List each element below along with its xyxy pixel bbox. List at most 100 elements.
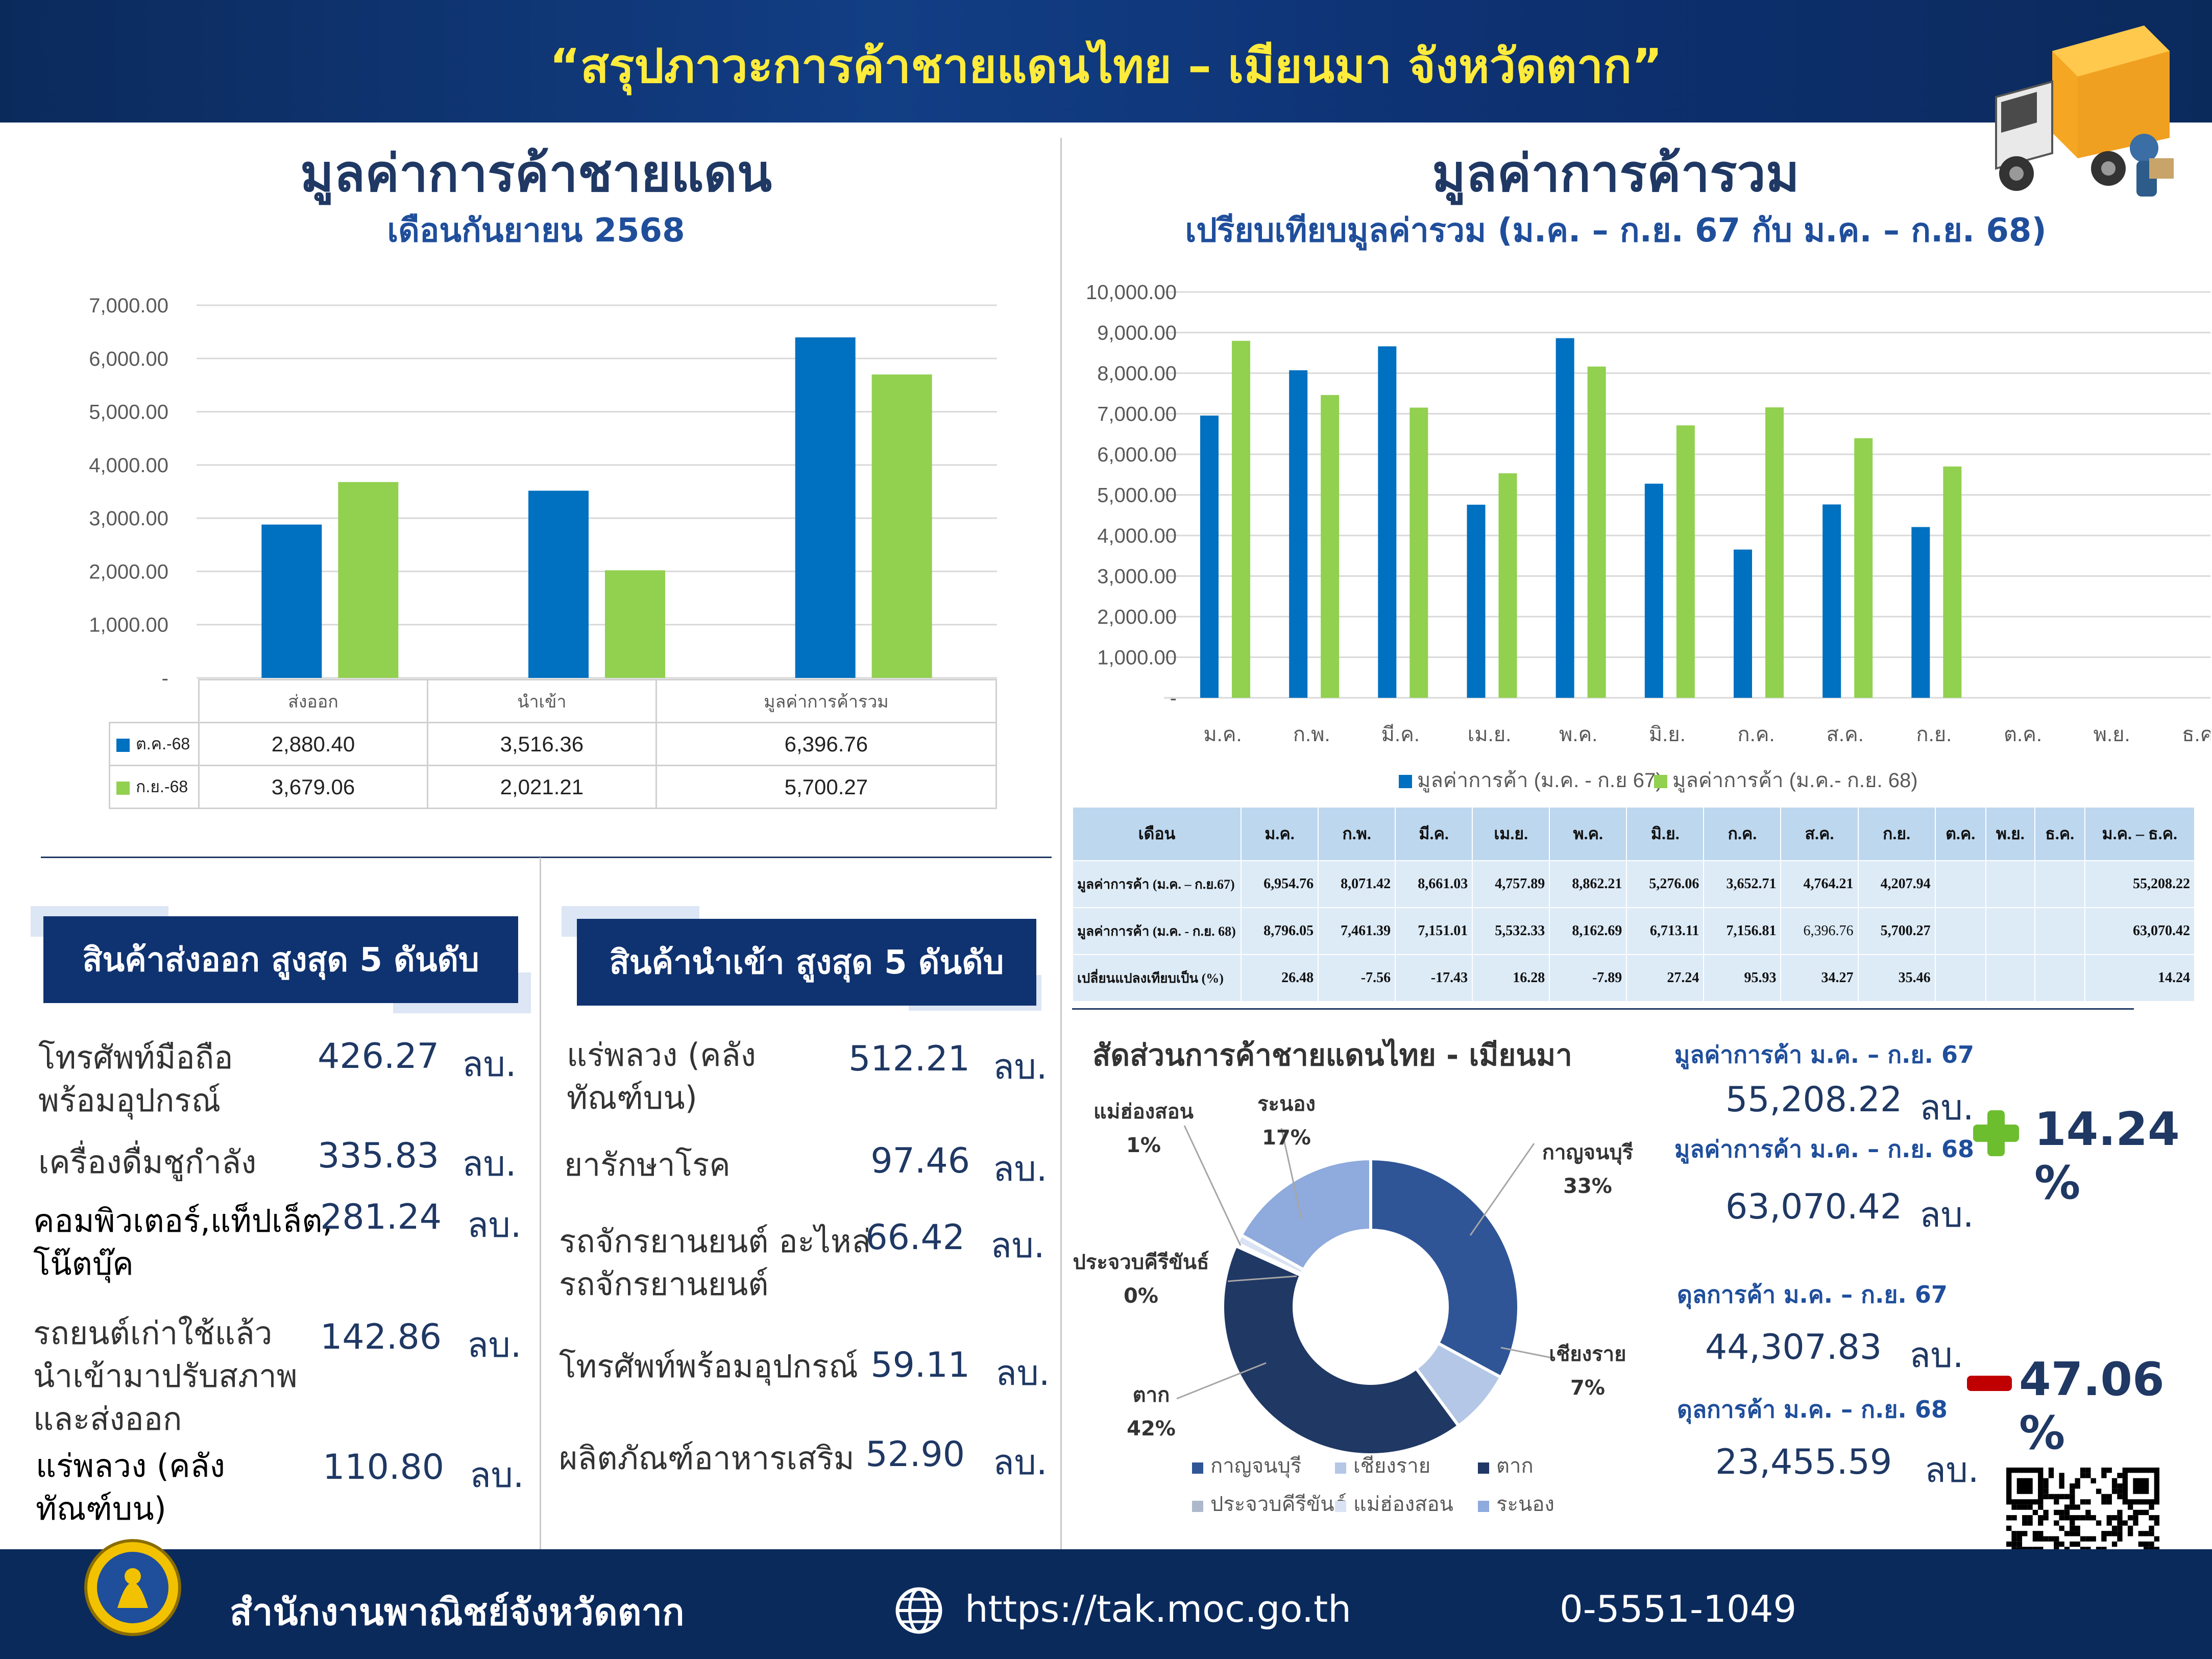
divider-line [1072,1008,2134,1010]
qr-module [2117,1473,2123,1478]
qr-module [2106,1515,2112,1521]
section-divider [1060,138,1062,1549]
table-header: ส.ค. [1780,807,1859,861]
emblem-logo [84,1539,181,1636]
legend-label: มูลค่าการค้า (ม.ค.- ก.ย. 68) [1672,769,1918,792]
website-link[interactable]: https://tak.moc.go.th [965,1588,1351,1630]
bar [1911,527,1930,698]
table-cell: 3,652.71 [1703,860,1782,908]
trade-68-unit: ลบ. [1919,1195,1974,1235]
qr-module [2075,1483,2080,1489]
x-tick-label: พ.ย. [2094,723,2130,746]
qr-module [2059,1478,2064,1484]
bar [1378,346,1397,698]
y-tick-label: 9,000.00 [1097,322,1177,345]
y-tick-label: 1,000.00 [1097,647,1177,669]
leader-line [1469,1143,1535,1236]
qr-module [2091,1515,2096,1521]
qr-module [2070,1531,2075,1536]
qr-module [2106,1520,2112,1526]
qr-module [2143,1541,2149,1547]
table-cell [1934,907,1986,955]
bar [1232,340,1250,698]
bar [1409,407,1428,698]
qr-module [2043,1536,2049,1542]
qr-module [2054,1520,2059,1526]
trade-change-percent: 14.24 % [2034,1103,2180,1210]
footer-bar [0,1549,2212,1659]
qr-module [2080,1515,2086,1521]
table-header: มูลค่าการค้ารวม [655,679,998,723]
monthly-trade-bar-chart: - 1,000.00 2,000.00 3,000.00 4,000.00 5,000.0… [1086,281,2210,792]
plus-icon [1973,1110,2019,1156]
qr-module [2149,1541,2154,1547]
legend-label: เชียงราย [1353,1455,1430,1477]
balance-change-percent: 47.06 % [2019,1353,2165,1460]
qr-module [2133,1520,2138,1526]
qr-module [2085,1499,2091,1505]
left-section-title: มูลค่าการค้าชายแดน [300,143,772,203]
qr-module [2111,1525,2118,1531]
qr-module [2038,1531,2044,1536]
pie-label-pct: 17% [1262,1126,1311,1150]
qr-module [2091,1536,2096,1542]
left-section-subtitle: เดือนกันยายน 2568 [387,212,685,250]
qr-module [2111,1489,2118,1494]
table-cell: 6,396.76 [1780,907,1859,955]
y-tick-label: - [1170,687,1177,710]
qr-module [2032,1536,2038,1542]
table-cell [2034,954,2085,1002]
pie-label: ระนอง 17% [1235,1087,1338,1155]
legend-key: ต.ค.-68 [109,722,200,766]
qr-module [2022,1531,2028,1536]
balance-67-label: ดุลการค้า ม.ค. – ก.ย. 67 [1677,1281,1948,1308]
qr-module [2038,1536,2044,1542]
legend-key: ก.ย.-68 [109,765,200,809]
table-cell: 7,156.81 [1703,907,1782,955]
export-item-value: 142.86 [320,1317,442,1357]
import-item-unit: ลบ. [993,1047,1048,1087]
balance-68-unit: ลบ. [1925,1450,1979,1491]
export-item-unit: ลบ. [462,1044,517,1085]
qr-module [2043,1515,2049,1521]
qr-module [2032,1509,2038,1516]
x-tick-label: มี.ค. [1381,723,1420,746]
qr-module [2027,1504,2033,1510]
bar [605,570,665,678]
qr-module [2016,1531,2023,1536]
x-tick-label: ก.พ. [1293,723,1330,746]
legend-swatch [1192,1501,1203,1512]
x-tick-label: มิ.ย. [1649,723,1686,746]
table-cell: 4,207.94 [1857,860,1936,908]
trade-67-unit: ลบ. [1919,1088,1974,1128]
y-tick-label: 7,000.00 [89,295,168,317]
table-cell: 2,021.21 [426,765,657,809]
qr-module [2059,1515,2064,1521]
export-item-value: 335.83 [318,1136,439,1176]
qr-module [2111,1478,2118,1484]
table-cell: 8,162.69 [1549,907,1627,955]
qr-module [2038,1504,2044,1510]
minus-icon [1967,1376,2012,1391]
qr-module [2117,1489,2123,1494]
qr-module [2143,1531,2149,1536]
y-tick-label: 2,000.00 [1097,606,1177,628]
qr-module [2106,1531,2112,1536]
qr-module [2117,1531,2123,1536]
y-tick-label: 6,000.00 [89,348,168,370]
y-tick-label: 4,000.00 [89,454,168,477]
bar [1587,367,1606,698]
x-tick-label: ก.ย. [1916,723,1952,746]
table-header: พ.ค. [1549,807,1627,861]
table-header: ต.ค. [1934,807,1986,861]
legend-label: ตาก [1496,1455,1534,1477]
qr-module [2070,1494,2075,1500]
qr-module [2085,1515,2091,1521]
table-cell [1985,954,2035,1002]
qr-module [2059,1525,2064,1531]
qr-module [2085,1473,2091,1478]
table-cell: 8,796.05 [1240,907,1319,955]
table-cell: -17.43 [1395,954,1473,1002]
table-cell: 16.28 [1472,954,1550,1002]
bar [1765,407,1784,698]
